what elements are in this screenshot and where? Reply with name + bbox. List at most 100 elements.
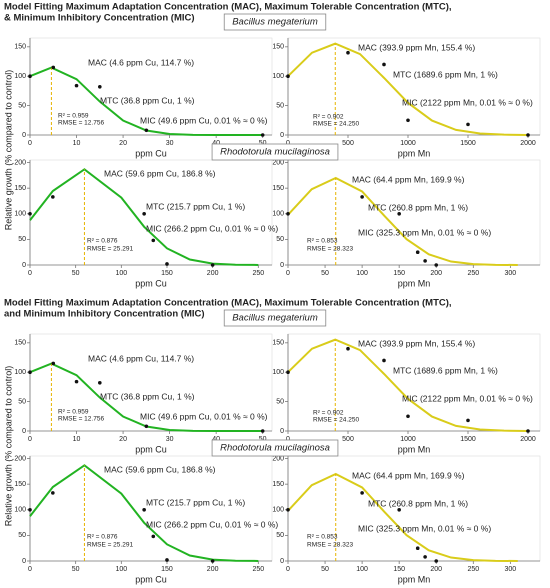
x-tick-label: 50 (259, 140, 267, 147)
y-tick-label: 200 (272, 159, 284, 166)
fit-curve (287, 42, 529, 136)
y-tick-label: 100 (14, 211, 26, 218)
y-tick-label: 50 (18, 236, 26, 243)
organism-box (223, 309, 327, 327)
data-point (151, 534, 156, 539)
y-tick-label: 0 (280, 262, 284, 269)
data-point (286, 370, 290, 375)
x-tick-label: 250 (252, 566, 264, 573)
annotation: MTC (260.8 ppm Mn, 1 %) (368, 498, 468, 508)
data-point (28, 211, 32, 216)
y-tick-label: 50 (18, 398, 26, 405)
fit-curve (29, 464, 259, 562)
data-point (98, 380, 102, 385)
fit-stat: R² = 0.876 (87, 534, 118, 541)
data-point (346, 50, 350, 55)
fit-stat: R² = 0.959 (58, 113, 89, 120)
data-point (144, 128, 149, 133)
data-point (382, 62, 386, 67)
fit-stat: R² = 0.902 (313, 114, 344, 121)
x-tick-label: 0 (286, 566, 290, 573)
fit-curve (287, 176, 518, 266)
data-point (397, 507, 401, 512)
y-tick-label: 0 (280, 428, 284, 435)
figure-title: Model Fitting Maximum Adaptation Concent… (4, 2, 452, 13)
y-tick-label: 100 (14, 369, 26, 376)
annotation: MAC (393.9 ppm Mn, 155.4 %) (358, 338, 475, 348)
figure-title: and Minimum Inhibitory Concentration (MI… (4, 309, 205, 320)
annotation: MIC (2122 ppm Mn, 0.01 % ≈ 0 %) (402, 97, 533, 107)
x-tick-label: 20 (119, 436, 127, 443)
fit-stat: RMSE = 25.291 (87, 542, 133, 549)
annotation: MAC (4.6 ppm Cu, 114.7 %) (88, 353, 194, 363)
x-tick-label: 50 (321, 270, 329, 277)
x-tick-label: 150 (161, 566, 173, 573)
y-tick-label: 100 (272, 211, 284, 218)
y-tick-label: 150 (14, 481, 26, 488)
y-tick-label: 50 (18, 102, 26, 109)
x-axis-label: ppm Cu (135, 574, 167, 584)
data-point (406, 414, 410, 419)
annotation: MIC (325.3 ppm Mn, 0.01 % ≈ 0 %) (358, 227, 491, 237)
data-point (144, 424, 149, 429)
figure-title: & Minimum Inhibitory Concentration (MIC) (4, 13, 195, 24)
x-axis-label: ppm Mn (398, 574, 431, 584)
fit-stat: RMSE = 12.756 (58, 120, 104, 127)
annotation: MTC (36.8 ppm Cu, 1 %) (100, 391, 195, 401)
x-tick-label: 1000 (400, 140, 416, 147)
y-tick-label: 0 (22, 262, 26, 269)
y-tick-label: 50 (18, 532, 26, 539)
y-tick-label: 200 (14, 159, 26, 166)
organism-label: Bacillus megaterium (232, 313, 318, 324)
data-point (151, 238, 156, 243)
annotation: MTC (1689.6 ppm Mn, 1 %) (393, 365, 498, 375)
organism-box (211, 143, 339, 161)
x-axis-label: ppm Cu (135, 444, 167, 454)
x-tick-label: 100 (115, 270, 127, 277)
y-tick-label: 200 (272, 455, 284, 462)
x-axis-label: ppm Cu (135, 278, 167, 288)
y-tick-label: 200 (14, 455, 26, 462)
y-axis-label: Relative growth (% compared to control) (3, 366, 13, 527)
annotation: MAC (59.6 ppm Cu, 186.8 %) (104, 168, 216, 178)
annotation: MAC (4.6 ppm Cu, 114.7 %) (88, 57, 194, 67)
x-tick-label: 200 (430, 270, 442, 277)
x-axis-label: ppm Cu (135, 148, 167, 158)
y-tick-label: 100 (272, 369, 284, 376)
data-point (466, 122, 470, 127)
x-axis-label: ppm Mn (398, 278, 431, 288)
y-tick-label: 0 (280, 558, 284, 565)
data-point (51, 361, 56, 366)
data-point (397, 211, 401, 216)
annotation: MIC (49.6 ppm Cu, 0.01 % ≈ 0 %) (140, 411, 268, 421)
figure-title: Model Fitting Maximum Adaptation Concent… (4, 298, 452, 309)
x-tick-label: 150 (161, 270, 173, 277)
x-axis-label: ppm Mn (398, 444, 431, 454)
annotation: MTC (215.7 ppm Cu, 1 %) (146, 201, 245, 211)
x-tick-label: 250 (252, 270, 264, 277)
x-tick-label: 200 (207, 270, 219, 277)
x-tick-label: 500 (342, 140, 354, 147)
fit-curve (287, 338, 529, 432)
organism-box (223, 13, 327, 31)
fit-stat: RMSE = 25.291 (87, 246, 133, 253)
fit-stat: RMSE = 28.323 (307, 246, 353, 253)
y-tick-label: 50 (276, 398, 284, 405)
y-tick-label: 0 (280, 132, 284, 139)
x-tick-label: 100 (356, 566, 368, 573)
data-point (51, 195, 55, 199)
x-tick-label: 1500 (460, 436, 476, 443)
organism-label: Bacillus megaterium (232, 17, 318, 28)
data-point (98, 84, 102, 89)
x-tick-label: 0 (286, 270, 290, 277)
annotation: MIC (266.2 ppm Cu, 0.01 % ≈ 0 %) (146, 223, 278, 233)
x-tick-label: 300 (505, 566, 517, 573)
data-point (526, 429, 530, 433)
data-point (28, 370, 32, 375)
data-point (28, 74, 32, 79)
fit-stat: R² = 0.853 (307, 238, 338, 245)
organism-label: Rhodotorula mucilaginosa (220, 147, 330, 158)
x-tick-label: 50 (72, 566, 80, 573)
y-tick-label: 100 (14, 73, 26, 80)
